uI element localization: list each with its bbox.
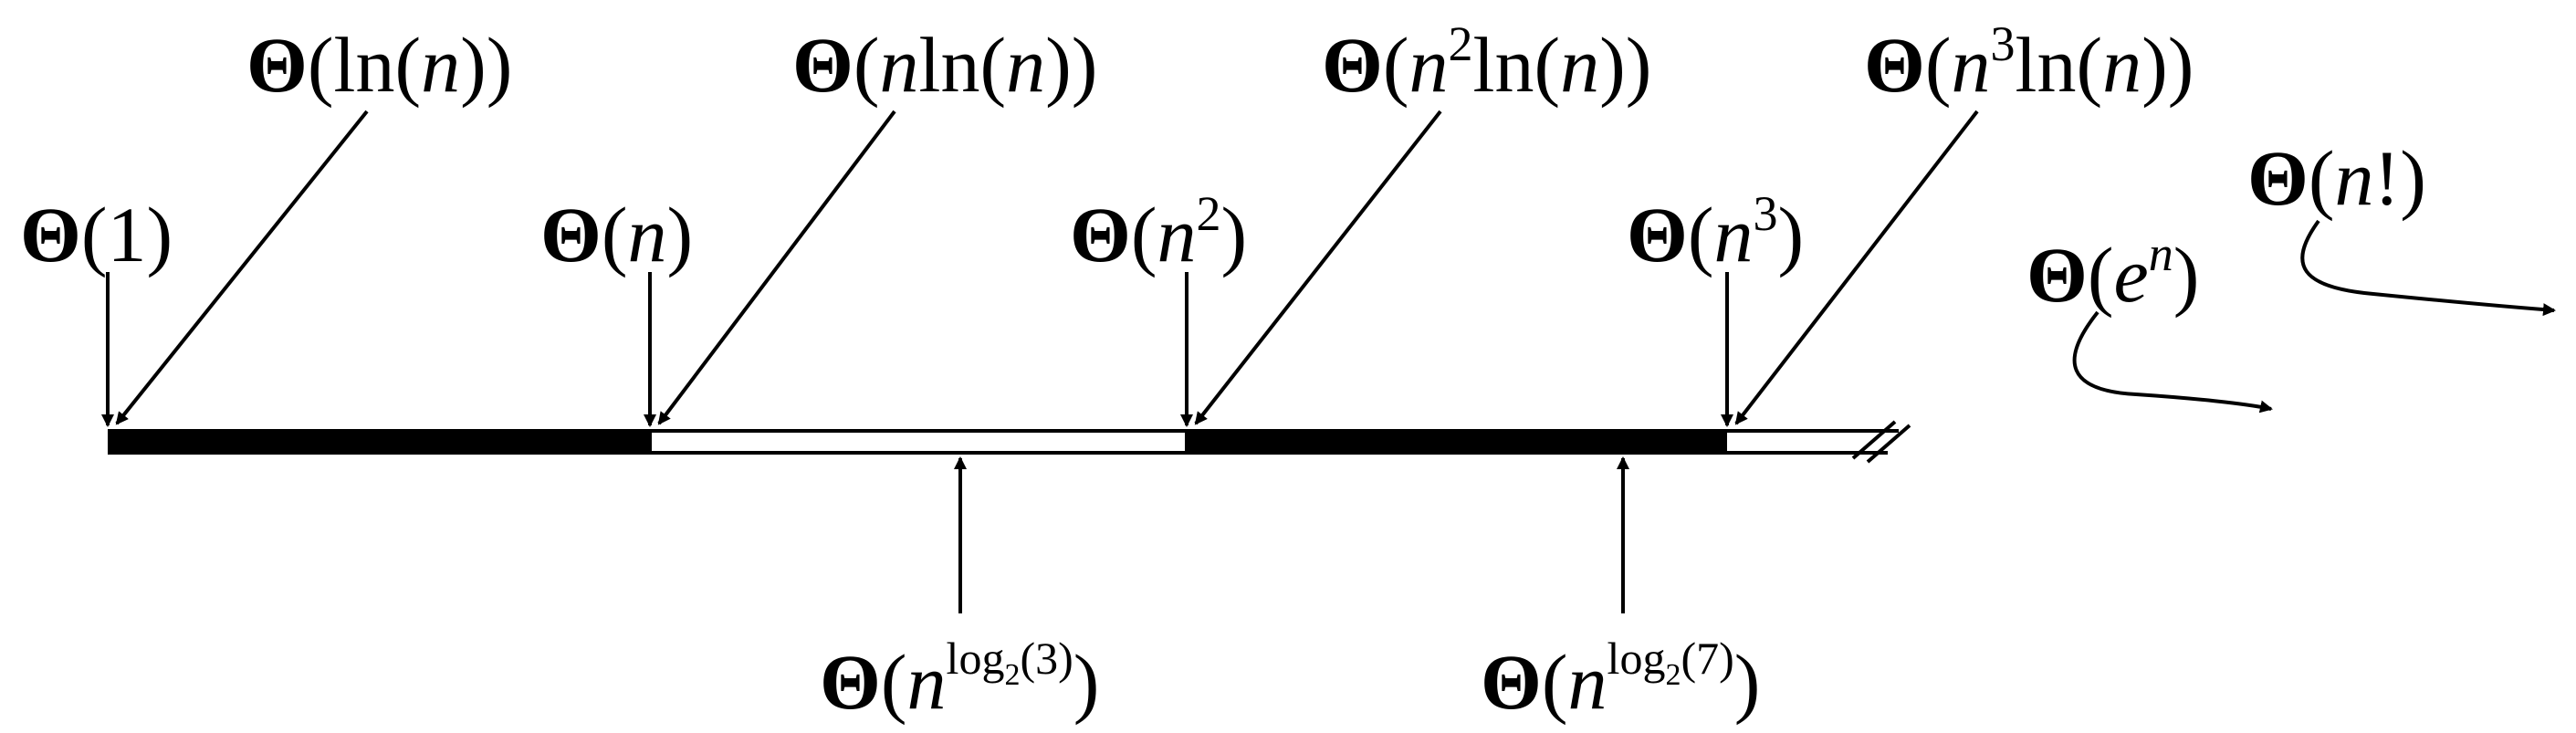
lower-arrows (954, 456, 1629, 613)
beyond-polynomial-arrows (2072, 219, 2556, 414)
label-theta-n-cubed: Θ(n3) (1627, 186, 1804, 278)
bar-segment-constant-to-linear (108, 429, 650, 455)
label-theta-n2-ln-n: Θ(n2ln(n)) (1322, 16, 1651, 109)
label-theta-n-log2-3: Θ(nlog2(3)) (820, 633, 1099, 726)
label-theta-n-log2-7: Θ(nlog2(7)) (1481, 633, 1760, 726)
complexity-number-line (108, 420, 1911, 464)
label-theta-e-n: Θ(en) (2026, 226, 2199, 319)
label-theta-n-ln-n: Θ(nln(n)) (792, 21, 1097, 109)
arrow-factorial (2300, 219, 2556, 317)
arrow-n3-log (1734, 110, 1979, 425)
bar-segment-quadratic-to-cubic (1187, 429, 1727, 455)
label-theta-n-factorial: Θ(n!) (2247, 134, 2426, 222)
arrow-n2-log (1194, 110, 1442, 425)
label-theta-1: Θ(1) (20, 191, 173, 278)
arrow-n-log (657, 110, 896, 425)
bar-break-mark (1851, 420, 1911, 464)
arrow-exponential (2072, 310, 2273, 414)
upper-arrows (101, 110, 1979, 427)
label-theta-n: Θ(n) (540, 191, 693, 278)
label-theta-n3-ln-n: Θ(n3ln(n)) (1864, 16, 2194, 109)
bar-segment-linear-to-quadratic (648, 429, 1189, 455)
arrow-log (115, 110, 369, 425)
label-theta-ln-n: Θ(ln(n)) (246, 21, 512, 109)
label-theta-n-squared: Θ(n2) (1070, 186, 1247, 278)
